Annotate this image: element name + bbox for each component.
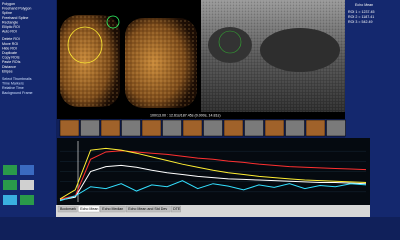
- menu-item[interactable]: Polygon: [2, 2, 15, 6]
- menu-item[interactable]: Spline: [2, 11, 12, 15]
- thumbnail[interactable]: [80, 119, 100, 137]
- curve: [59, 164, 367, 201]
- tab[interactable]: [57, 205, 78, 213]
- tab-label: Echo Mean: [80, 207, 98, 211]
- curve: [59, 150, 367, 200]
- tool-icons: [3, 165, 34, 205]
- curve: [59, 180, 367, 202]
- menu-item[interactable]: Delete ROI: [2, 37, 20, 41]
- bmode-image: [201, 0, 345, 112]
- contrast-image: [57, 0, 201, 112]
- menu-item[interactable]: Background Frame: [2, 91, 33, 95]
- menu-item[interactable]: Distance: [2, 65, 16, 69]
- thumbnail[interactable]: [264, 119, 285, 137]
- roi-value: ROI 2 = 1187.41: [348, 15, 374, 19]
- thumbnail[interactable]: [182, 119, 203, 137]
- thumbnail[interactable]: [100, 119, 121, 137]
- menu-item[interactable]: Relative Time: [2, 86, 24, 90]
- menu-item[interactable]: Ellipse: [2, 69, 13, 73]
- menu-item[interactable]: Elliptic ROI: [2, 25, 20, 29]
- thumbnail[interactable]: [121, 119, 141, 137]
- tab[interactable]: [100, 205, 126, 213]
- menu-item[interactable]: Auto ROI: [2, 30, 17, 34]
- thumbnail[interactable]: [223, 119, 244, 137]
- status-bar: [57, 112, 345, 119]
- menu-item[interactable]: Duplicate: [2, 51, 17, 55]
- curve: [59, 147, 367, 200]
- tab[interactable]: [126, 205, 171, 213]
- tab-label: Echo Mean and Std Dev: [128, 207, 167, 211]
- menu-item[interactable]: Select Thumbnails: [2, 77, 32, 81]
- status-text: 100/13.00 : 12.61s/187.45s (0.000s, 14.8…: [150, 113, 221, 117]
- tab[interactable]: [78, 205, 100, 213]
- thumbnail[interactable]: [244, 119, 264, 137]
- thumbnail[interactable]: [285, 119, 305, 137]
- menu-item[interactable]: Time Markers: [2, 82, 24, 86]
- roi-title: Echo Mean: [355, 3, 373, 7]
- menu-item[interactable]: Paste ROIs: [2, 60, 21, 64]
- thumbnail[interactable]: [305, 119, 326, 137]
- menu-item[interactable]: Copy ROIs: [2, 56, 20, 60]
- thumbnail[interactable]: [141, 119, 162, 137]
- roi-value: ROI 3 = 542.49: [348, 20, 372, 24]
- tab-label: DTE: [173, 207, 181, 211]
- thumbnail[interactable]: [326, 119, 346, 137]
- roi-value: ROI 1 = 1237.45: [348, 10, 374, 14]
- menu-item[interactable]: Hide ROI: [2, 46, 17, 50]
- menu-item[interactable]: Freehand Spline: [2, 16, 28, 20]
- menu-item[interactable]: Move ROI: [2, 42, 18, 46]
- thumbnail[interactable]: [203, 119, 223, 137]
- menu-item[interactable]: Rectangle: [2, 20, 18, 24]
- tab-label: Echo Median: [102, 207, 123, 211]
- thumbnail[interactable]: [162, 119, 182, 137]
- tab-label: Bookmark: [60, 207, 76, 211]
- tab[interactable]: [170, 205, 181, 213]
- menu-item[interactable]: Freehand Polygon: [2, 7, 31, 11]
- filmstrip: [59, 119, 346, 137]
- thumbnail[interactable]: [59, 119, 80, 137]
